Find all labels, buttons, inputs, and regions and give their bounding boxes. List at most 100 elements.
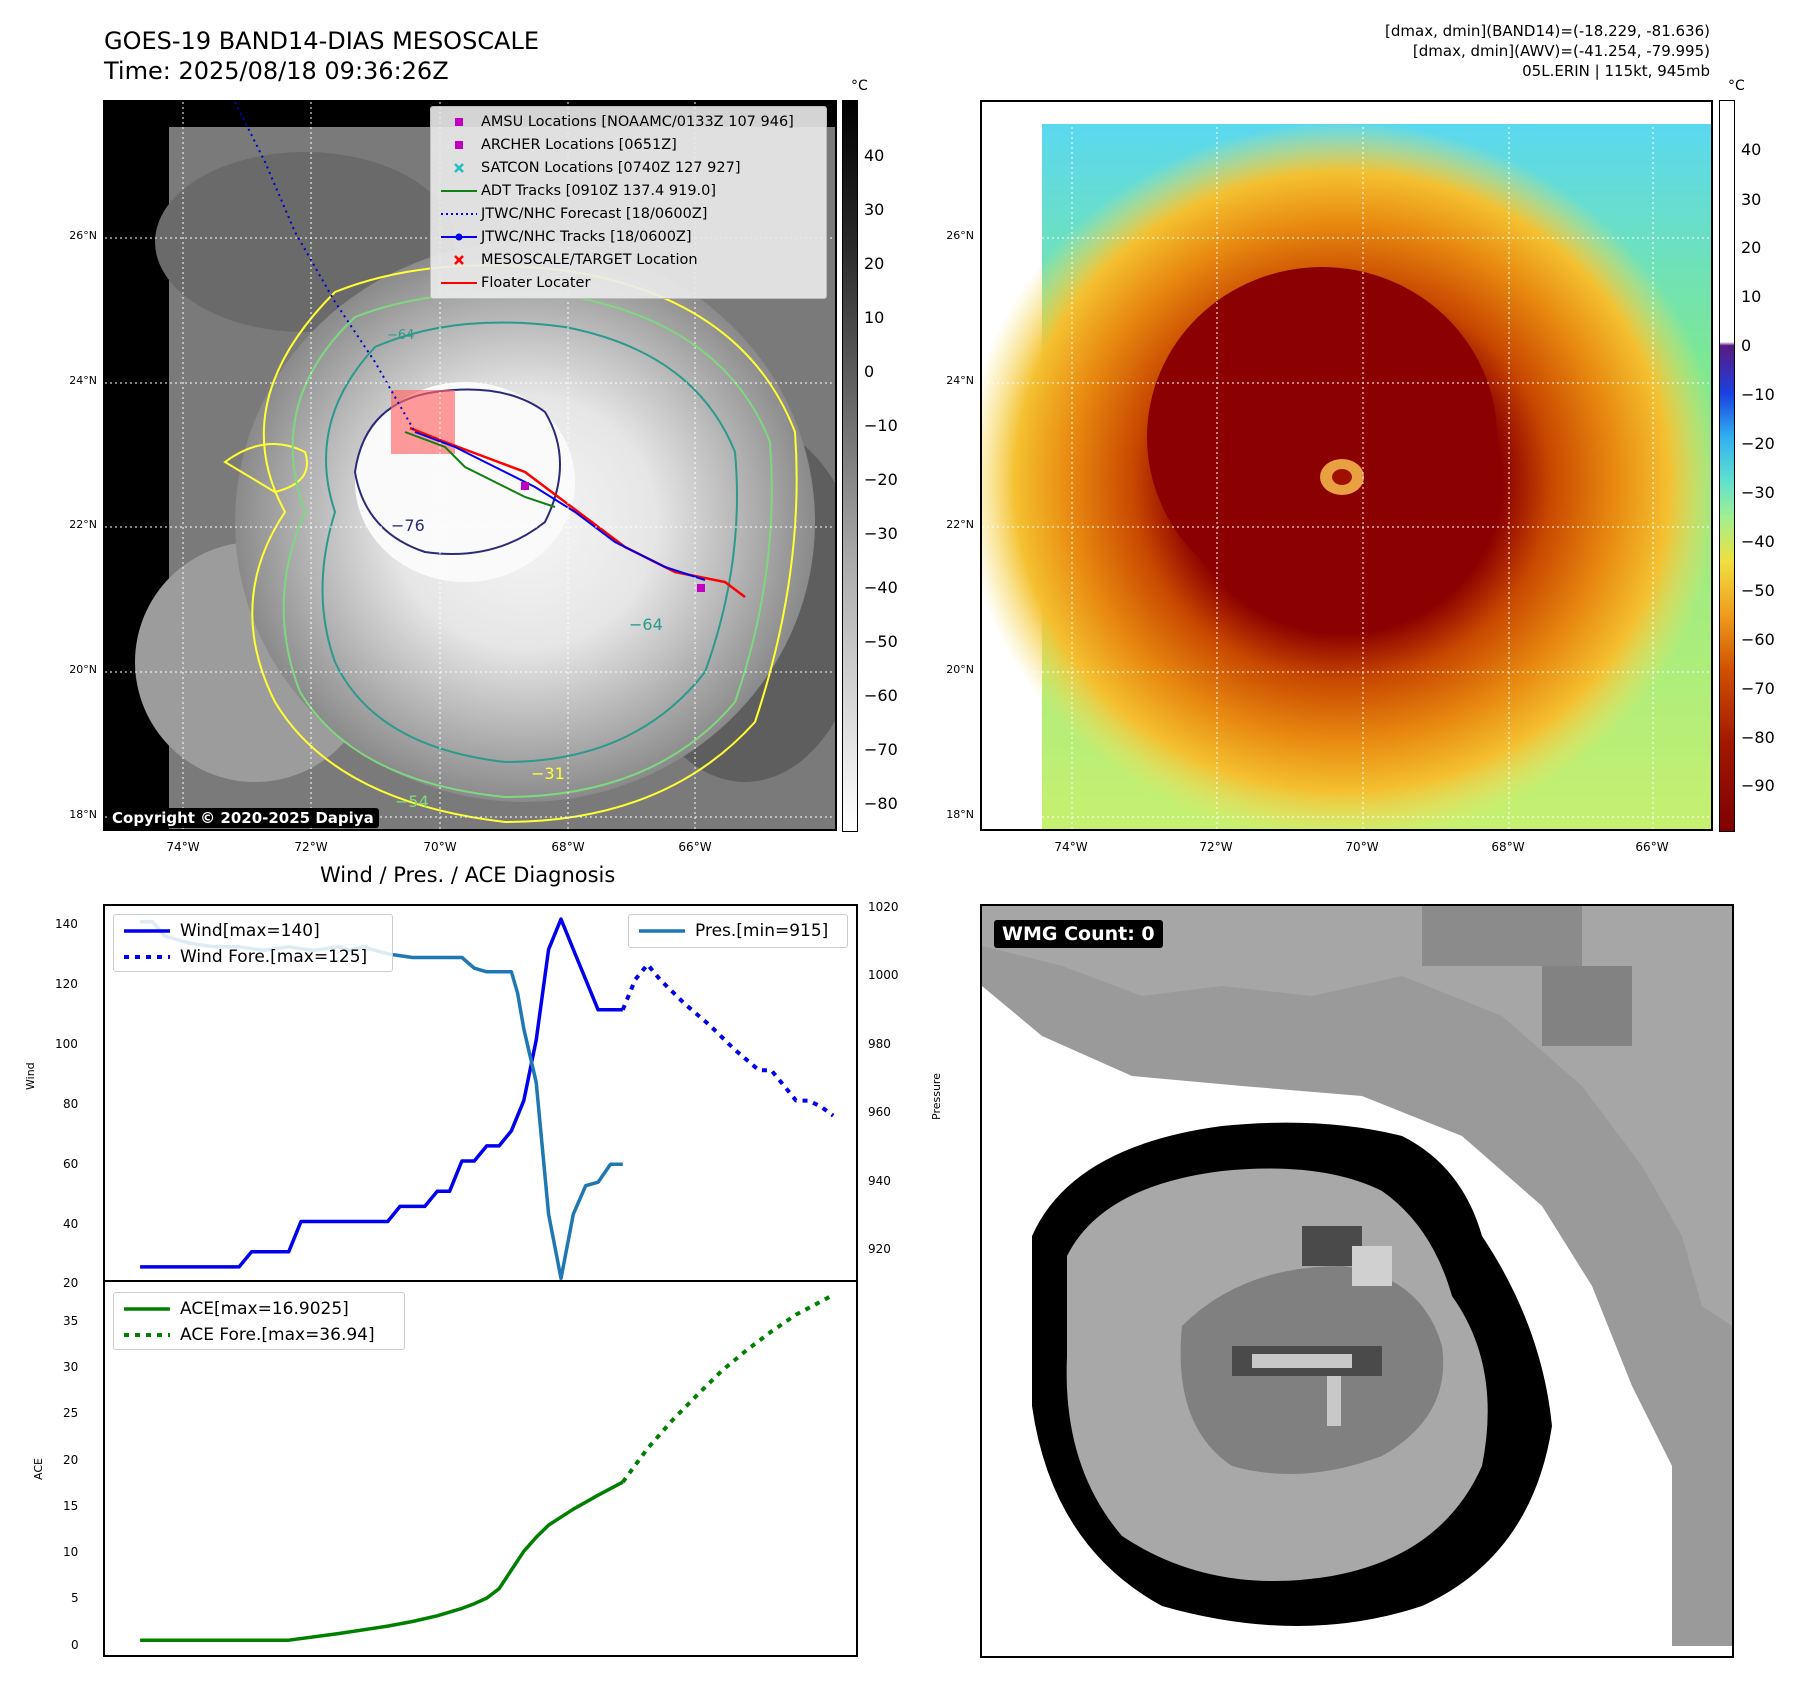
lon-label: 68°W <box>1491 840 1525 854</box>
awv-range: [dmax, dmin](AWV)=(-41.254, -79.995) <box>1412 42 1710 60</box>
legend-label: Wind Fore.[max=125] <box>180 947 368 967</box>
enhanced-colorbar <box>1719 100 1735 832</box>
ace-tick: 5 <box>71 1591 79 1605</box>
ace-legend: ACE[max=16.9025] ACE Fore.[max=36.94] <box>113 1292 405 1350</box>
solid-line-icon <box>639 929 685 933</box>
colorbar-tick: 30 <box>864 200 885 219</box>
ace-axis-label: ACE <box>32 1458 45 1480</box>
line-dot-icon <box>441 233 477 241</box>
legend-label: Pres.[min=915] <box>695 921 829 941</box>
colorbar-tick: −70 <box>1741 679 1775 698</box>
legend-label: Wind[max=140] <box>180 921 320 941</box>
wind-tick: 60 <box>63 1157 79 1171</box>
pressure-tick: 1020 <box>868 900 899 914</box>
pressure-tick: 1000 <box>868 968 899 982</box>
pressure-axis-label: Pressure <box>930 1073 943 1120</box>
wind-legend: Wind[max=140] Wind Fore.[max=125] <box>113 914 393 972</box>
lon-label: 66°W <box>1635 840 1669 854</box>
diagnosis-title: Wind / Pres. / ACE Diagnosis <box>320 863 616 887</box>
colorbar-tick: −60 <box>1741 630 1775 649</box>
colorbar-unit: °C <box>851 78 868 94</box>
lat-label: 20°N <box>946 663 974 676</box>
enhanced-ir-image <box>982 102 1711 829</box>
wind-tick: 140 <box>55 917 78 931</box>
lat-label: 18°N <box>946 808 974 821</box>
colorbar-tick: −10 <box>1741 385 1775 404</box>
wmg-count-badge: WMG Count: 0 <box>994 920 1163 948</box>
colorbar-tick: −40 <box>864 578 898 597</box>
colorbar-tick: −70 <box>864 740 898 759</box>
line-marker-icon <box>441 190 477 192</box>
pressure-tick: 960 <box>868 1105 891 1119</box>
lon-label: 74°W <box>166 840 200 854</box>
solid-line-icon <box>124 1307 170 1311</box>
colorbar-tick: −80 <box>864 794 898 813</box>
contour-label: −64 <box>387 328 415 343</box>
square-marker-icon <box>455 141 463 149</box>
legend-label: JTWC/NHC Tracks [18/0600Z] <box>481 229 692 245</box>
colorbar-tick: −30 <box>1741 483 1775 502</box>
wind-axis-label: Wind <box>24 1062 37 1090</box>
square-marker-icon <box>455 118 463 126</box>
wmg-panel[interactable]: WMG Count: 0 <box>980 904 1734 1658</box>
series-line-wind <box>140 917 623 1269</box>
legend-label: ACE Fore.[max=36.94] <box>180 1325 375 1345</box>
lon-label: 70°W <box>423 840 457 854</box>
colorbar-tick: −40 <box>1741 532 1775 551</box>
wind-tick: 20 <box>63 1276 79 1290</box>
dotted-line-icon <box>124 1333 170 1337</box>
colorbar-tick: 40 <box>1741 140 1762 159</box>
ace-tick: 10 <box>63 1545 79 1559</box>
lat-label: 24°N <box>946 374 974 387</box>
contour-label: −54 <box>395 792 429 811</box>
wind-tick: 80 <box>63 1097 79 1111</box>
colorbar-tick: −50 <box>1741 581 1775 600</box>
legend-label: AMSU Locations [NOAAMC/0133Z 107 946] <box>481 114 794 130</box>
legend-label: ARCHER Locations [0651Z] <box>481 137 677 153</box>
wmg-grid-image <box>982 906 1732 1646</box>
legend-label: MESOSCALE/TARGET Location <box>481 252 698 268</box>
chart-time: Time: 2025/08/18 09:36:26Z <box>104 57 449 85</box>
colorbar-tick: 30 <box>1741 190 1762 209</box>
colorbar-tick: −10 <box>864 416 898 435</box>
colorbar-unit: °C <box>1728 78 1745 94</box>
chart-title: GOES-19 BAND14-DIAS MESOSCALE <box>104 27 540 55</box>
colorbar-tick: 10 <box>864 308 885 327</box>
colorbar-tick: −60 <box>864 686 898 705</box>
colorbar-tick: 0 <box>864 362 875 381</box>
lat-label: 20°N <box>69 663 97 676</box>
colorbar-tick: −80 <box>1741 728 1775 747</box>
dotted-line-icon <box>124 955 170 959</box>
wind-tick: 120 <box>55 977 78 991</box>
pressure-legend: Pres.[min=915] <box>628 914 848 948</box>
ace-chart <box>103 1280 858 1657</box>
legend-label: ACE[max=16.9025] <box>180 1299 349 1319</box>
colorbar-tick: 20 <box>1741 238 1762 257</box>
storm-info: 05L.ERIN | 115kt, 945mb <box>1522 62 1710 80</box>
ace-tick: 0 <box>71 1638 79 1652</box>
solid-line-icon <box>124 929 170 933</box>
contour-label: −31 <box>531 764 565 783</box>
x-marker-icon <box>454 163 464 173</box>
series-line-ace <box>140 1480 624 1642</box>
copyright-badge: Copyright © 2020-2025 Dapiya <box>107 808 379 828</box>
colorbar-tick: −20 <box>864 470 898 489</box>
colorbar-tick: 0 <box>1741 336 1752 355</box>
lon-label: 72°W <box>1199 840 1233 854</box>
contour-label: −76 <box>391 516 425 535</box>
dotted-line-icon <box>441 213 477 215</box>
colorbar-tick: −50 <box>864 632 898 651</box>
ace-tick: 30 <box>63 1360 79 1374</box>
lon-label: 70°W <box>1345 840 1379 854</box>
line-marker-icon <box>441 282 477 284</box>
lon-label: 74°W <box>1054 840 1088 854</box>
enhanced-ir-panel[interactable] <box>980 100 1713 831</box>
legend-label: ADT Tracks [0910Z 137.4 919.0] <box>481 183 717 199</box>
contour-label: −64 <box>629 615 663 634</box>
lon-label: 66°W <box>678 840 712 854</box>
colorbar-tick: 40 <box>864 146 885 165</box>
lat-label: 22°N <box>946 518 974 531</box>
pressure-tick: 940 <box>868 1174 891 1188</box>
lat-label: 26°N <box>946 229 974 242</box>
series-line-ace-fore- <box>621 1293 835 1484</box>
